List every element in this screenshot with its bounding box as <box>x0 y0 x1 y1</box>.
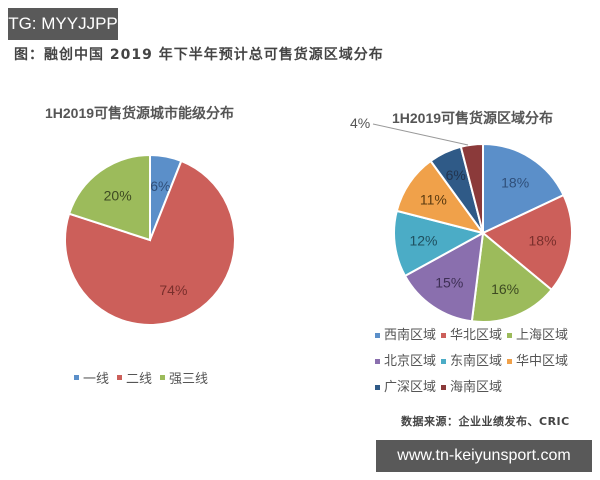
legend-swatch-icon <box>375 385 380 390</box>
legend-item: 华中区域 <box>507 349 568 375</box>
legend-label: 西南区域 <box>384 327 437 343</box>
legend-item: 华北区域 <box>441 323 502 349</box>
legend-item: 北京区域 <box>375 349 436 375</box>
legend-item: 二线 <box>117 368 152 387</box>
left-legend: 一线 二线 强三线 <box>74 368 216 387</box>
legend-row: 一线 二线 强三线 <box>74 368 216 387</box>
legend-swatch-icon <box>507 333 513 338</box>
main-title: 图：融创中国 2019 年下半年预计总可售货源区域分布 <box>14 47 384 63</box>
watermark-bottom-badge: www.tn-keiyunsport.com <box>376 440 592 472</box>
legend-swatch-icon <box>160 375 166 380</box>
legend-swatch-icon <box>507 359 513 364</box>
legend-label: 东南区域 <box>450 353 503 369</box>
left-pie-chart: 6% 74% 20% <box>64 153 236 326</box>
pie-slice <box>482 142 565 235</box>
watermark-top-badge: TG: MYYJJPP <box>8 8 118 40</box>
slice-label: 16% <box>491 281 519 297</box>
left-chart-title: 1H2019可售货源城市能级分布 <box>45 105 235 121</box>
legend-item: 一线 <box>74 368 109 387</box>
legend-label: 二线 <box>126 372 153 387</box>
legend-label: 华中区域 <box>516 353 569 369</box>
pie-slice <box>481 193 573 292</box>
slice-label: 15% <box>435 275 463 291</box>
legend-row: 广深区域 海南区域 <box>375 374 600 400</box>
legend-item: 强三线 <box>160 368 208 387</box>
legend-label: 海南区域 <box>450 379 503 395</box>
slice-label: 20% <box>104 188 132 204</box>
legend-swatch-icon <box>375 333 380 338</box>
slice-label: 6% <box>150 178 170 194</box>
legend-swatch-icon <box>441 359 447 364</box>
legend-label: 广深区域 <box>384 379 437 395</box>
legend-row: 北京区域 东南区域 华中区域 <box>375 348 600 374</box>
small-slice-label: 4% <box>350 115 371 131</box>
slice-label: 18% <box>501 174 529 190</box>
legend-swatch-icon <box>74 375 79 380</box>
legend-swatch-icon <box>117 375 123 380</box>
pie-slice <box>470 231 553 323</box>
right-legend: 西南区域 华北区域 上海区域 北京区域 东南区域 华中区域 广深区域 海南区域 <box>375 322 600 400</box>
legend-label: 强三线 <box>169 372 209 387</box>
legend-label: 一线 <box>83 372 110 387</box>
slice-label: 18% <box>529 233 557 249</box>
right-chart-title: 1H2019可售货源区域分布 <box>392 110 554 126</box>
legend-row: 西南区域 华北区域 上海区域 <box>375 322 600 348</box>
slice-label: 11% <box>420 191 447 207</box>
pie-slice <box>67 153 151 242</box>
pie-slice <box>459 142 484 234</box>
legend-label: 华北区域 <box>450 327 503 343</box>
leader-line <box>372 123 469 146</box>
legend-label: 北京区域 <box>384 353 437 369</box>
legend-item: 东南区域 <box>441 349 502 375</box>
slice-label: 12% <box>409 233 437 249</box>
pie-slice <box>64 159 236 326</box>
legend-item: 上海区域 <box>507 323 568 349</box>
data-source: 数据来源：企业业绩发布、CRIC <box>401 415 570 428</box>
legend-item: 海南区域 <box>441 375 502 401</box>
pie-slice <box>393 209 486 278</box>
legend-swatch-icon <box>441 385 447 390</box>
legend-item: 广深区域 <box>375 375 436 401</box>
legend-item: 西南区域 <box>375 323 436 349</box>
pie-slice <box>403 231 485 323</box>
legend-swatch-icon <box>441 333 447 338</box>
legend-label: 上海区域 <box>516 327 569 343</box>
slice-label: 6% <box>446 167 466 183</box>
legend-swatch-icon <box>375 359 380 364</box>
right-pie-chart: 18% 18% 16% 15% 12% 11% 6% <box>393 142 573 323</box>
slice-label: 74% <box>159 282 187 298</box>
